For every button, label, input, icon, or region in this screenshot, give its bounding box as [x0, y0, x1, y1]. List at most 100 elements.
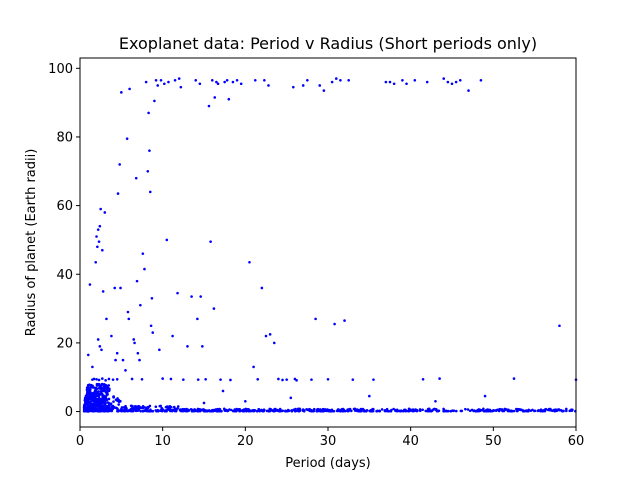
data-point	[91, 396, 95, 399]
data-point	[404, 408, 407, 412]
data-point	[352, 407, 356, 411]
data-point	[544, 407, 548, 411]
data-point	[136, 409, 140, 413]
data-point	[310, 378, 313, 381]
data-point	[442, 77, 446, 80]
data-point	[196, 378, 200, 381]
data-point	[339, 79, 342, 82]
data-point	[161, 377, 164, 380]
data-point	[139, 303, 142, 307]
data-point	[107, 377, 111, 381]
data-point	[438, 377, 441, 380]
data-point	[253, 79, 257, 82]
data-point	[91, 365, 94, 369]
x-tick-label: 40	[402, 434, 419, 449]
data-point	[107, 384, 111, 387]
data-point	[496, 408, 499, 412]
data-point	[175, 409, 178, 412]
data-point	[106, 401, 109, 404]
data-point	[565, 407, 568, 411]
data-point	[95, 403, 98, 407]
data-point	[204, 377, 207, 381]
data-point	[207, 104, 211, 108]
data-point	[154, 79, 158, 82]
data-point	[134, 407, 137, 410]
data-point	[362, 409, 366, 412]
data-point	[156, 409, 160, 413]
data-point	[121, 358, 125, 362]
data-point	[454, 80, 458, 84]
data-point	[343, 319, 346, 322]
data-point	[510, 409, 513, 413]
data-point	[280, 409, 284, 413]
data-point	[87, 386, 91, 389]
data-point	[170, 409, 173, 412]
data-point	[477, 408, 481, 411]
data-point	[323, 409, 327, 412]
data-point	[178, 409, 182, 412]
data-point	[231, 80, 235, 84]
data-point	[116, 408, 119, 411]
data-point	[561, 409, 564, 413]
x-tick-label: 30	[320, 434, 337, 449]
data-point	[326, 377, 330, 381]
x-axis-label: Period (days)	[285, 456, 371, 471]
data-point	[96, 228, 100, 231]
data-point	[116, 399, 119, 403]
data-point	[325, 408, 329, 412]
data-point	[472, 409, 475, 413]
y-tick-label: 0	[65, 405, 73, 420]
data-point	[110, 334, 113, 338]
data-point	[272, 341, 276, 345]
data-point	[101, 377, 104, 380]
data-point	[209, 240, 212, 243]
data-point	[140, 377, 144, 381]
data-point	[97, 398, 101, 401]
data-point	[191, 409, 194, 413]
data-point	[172, 405, 176, 409]
data-point	[103, 384, 107, 388]
data-point	[88, 283, 92, 286]
data-point	[83, 408, 86, 412]
y-tick-label: 60	[56, 199, 73, 214]
data-point	[295, 379, 298, 382]
data-point	[264, 334, 268, 338]
data-point	[452, 409, 455, 413]
data-point	[148, 409, 152, 413]
data-point	[95, 235, 98, 238]
data-point	[154, 405, 158, 408]
data-point	[105, 394, 108, 397]
data-point	[268, 333, 272, 336]
data-point	[512, 377, 516, 380]
data-point	[320, 409, 323, 413]
data-point	[242, 409, 246, 413]
data-point	[131, 409, 135, 413]
data-point	[446, 409, 450, 413]
data-point	[204, 409, 208, 413]
data-point	[232, 409, 235, 413]
data-point	[160, 406, 163, 410]
data-point	[186, 408, 190, 412]
data-point	[108, 407, 111, 410]
data-point	[532, 409, 536, 413]
data-point	[558, 324, 561, 328]
data-point	[291, 85, 295, 89]
data-point	[425, 80, 429, 84]
data-point	[413, 79, 417, 82]
data-point	[134, 176, 138, 180]
data-point	[405, 82, 408, 86]
data-point	[475, 409, 479, 413]
data-point	[171, 334, 174, 338]
data-point	[129, 407, 133, 411]
y-tick-label: 40	[56, 268, 73, 283]
data-point	[411, 409, 415, 413]
data-point	[234, 409, 237, 413]
data-point	[464, 407, 467, 411]
data-point	[437, 409, 441, 413]
data-point	[433, 407, 436, 411]
data-point	[399, 409, 402, 413]
data-point	[460, 409, 464, 413]
data-point	[91, 391, 95, 395]
data-point	[196, 317, 199, 321]
